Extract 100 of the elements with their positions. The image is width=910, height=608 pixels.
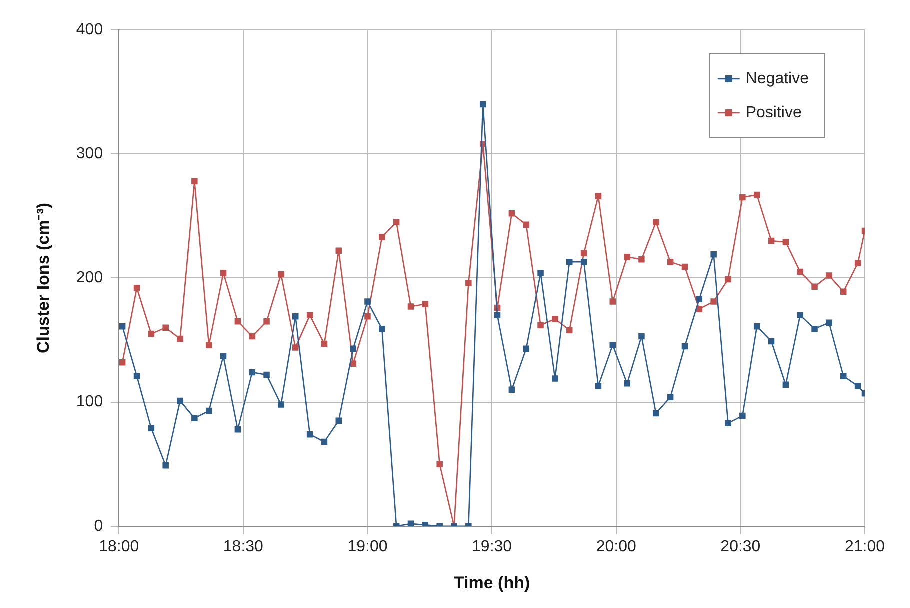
point: [826, 320, 832, 326]
point: [306, 312, 314, 319]
point: [220, 270, 227, 276]
point: [725, 276, 732, 283]
point: [812, 326, 818, 332]
point: [667, 394, 674, 400]
point: [234, 426, 242, 433]
point: [350, 346, 356, 352]
point: [653, 219, 660, 226]
point: [278, 271, 284, 278]
point: [220, 353, 227, 360]
point: [436, 461, 443, 468]
point: [192, 415, 198, 422]
y-tick-label: 400: [76, 21, 104, 38]
point: [566, 327, 573, 334]
point: [321, 438, 328, 446]
point: [336, 248, 342, 254]
x-axis-title: Time (hh): [454, 573, 530, 592]
point: [826, 272, 832, 279]
point: [466, 280, 472, 286]
point: [177, 398, 184, 404]
x-tick-label: 20:30: [720, 538, 761, 556]
point: [523, 222, 530, 228]
point: [768, 338, 775, 345]
point: [696, 296, 703, 302]
point: [566, 258, 573, 266]
point: [812, 284, 818, 290]
point: [508, 386, 516, 394]
point: [162, 324, 169, 331]
point: [754, 323, 760, 330]
point: [840, 288, 847, 295]
point: [379, 326, 386, 332]
point: [538, 270, 544, 276]
point: [119, 323, 126, 330]
point: [854, 383, 862, 390]
point: [264, 318, 270, 325]
point: [249, 333, 256, 340]
x-tick-label: 21:00: [844, 538, 886, 556]
point: [552, 376, 558, 382]
x-tick-label: 20:00: [596, 538, 636, 556]
point: [393, 219, 400, 226]
point: [364, 298, 371, 305]
point: [580, 258, 588, 266]
point: [408, 520, 414, 526]
point: [854, 260, 862, 266]
point: [292, 314, 299, 320]
point: [249, 369, 256, 376]
point: [206, 408, 212, 414]
point: [782, 239, 790, 246]
point: [134, 373, 140, 380]
point: [336, 418, 342, 424]
point: [797, 312, 804, 319]
point: [494, 312, 501, 319]
legend-label: Positive: [746, 104, 802, 122]
point: [595, 193, 602, 200]
point: [653, 410, 660, 417]
point: [580, 250, 588, 257]
point: [134, 285, 140, 292]
point: [595, 383, 602, 390]
point: [725, 420, 732, 427]
point: [754, 192, 760, 198]
x-tick-label: 18:00: [99, 538, 140, 556]
point: [119, 359, 126, 366]
x-tick-label: 19:00: [348, 538, 388, 556]
y-tick-label: 200: [76, 270, 104, 287]
x-tick-label: 18:30: [223, 538, 264, 556]
point: [610, 298, 616, 305]
point: [710, 298, 717, 305]
point: [306, 431, 314, 438]
point: [264, 372, 270, 378]
point: [523, 346, 530, 352]
point: [682, 343, 688, 350]
point: [797, 268, 804, 276]
x-tick-label: 19:30: [472, 538, 512, 556]
point: [710, 251, 717, 258]
point: [206, 342, 212, 348]
point: [177, 336, 184, 342]
point: [782, 382, 790, 388]
point: [408, 304, 414, 310]
point: [740, 194, 746, 201]
point: [667, 258, 674, 266]
point: [364, 314, 371, 320]
point: [840, 373, 847, 380]
point: [638, 256, 645, 263]
point: [321, 340, 328, 348]
point: [552, 316, 558, 322]
point: [538, 322, 544, 328]
point: [624, 380, 630, 387]
point: [682, 264, 688, 270]
point: [422, 301, 429, 308]
point: [624, 254, 630, 260]
y-tick-label: 100: [76, 394, 104, 411]
y-axis-title: Cluster Ions (cm⁻³): [34, 202, 53, 354]
y-tick-label: 0: [94, 518, 104, 535]
legend-label: Negative: [746, 70, 810, 88]
point: [350, 360, 356, 367]
point: [192, 178, 198, 185]
point: [638, 333, 645, 340]
point: [696, 306, 703, 312]
point: [379, 234, 386, 240]
